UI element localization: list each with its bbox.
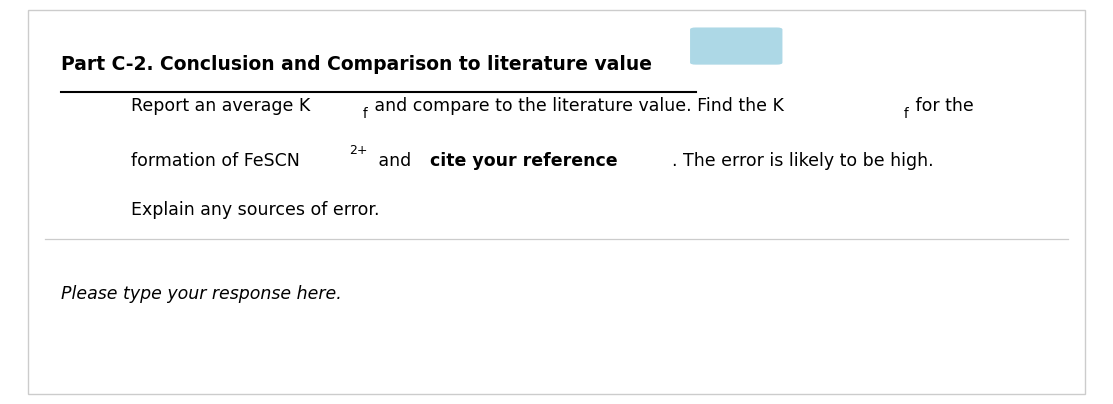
- Text: f: f: [904, 107, 909, 121]
- Text: Please type your response here.: Please type your response here.: [61, 285, 342, 303]
- Text: and compare to the literature value. Find the K: and compare to the literature value. Fin…: [368, 97, 784, 115]
- Text: Report an average K: Report an average K: [131, 97, 311, 115]
- Text: Part C-2. Conclusion and Comparison to literature value: Part C-2. Conclusion and Comparison to l…: [61, 55, 652, 74]
- Text: and: and: [373, 152, 417, 170]
- Text: 2+: 2+: [349, 143, 367, 156]
- Text: cite your reference: cite your reference: [430, 152, 618, 170]
- Text: Explain any sources of error.: Explain any sources of error.: [131, 201, 380, 219]
- Text: for the: for the: [910, 97, 974, 115]
- Text: formation of FeSCN: formation of FeSCN: [131, 152, 301, 170]
- FancyBboxPatch shape: [690, 27, 782, 65]
- Text: f: f: [363, 107, 367, 121]
- FancyBboxPatch shape: [28, 10, 1085, 394]
- Text: . The error is likely to be high.: . The error is likely to be high.: [671, 152, 934, 170]
